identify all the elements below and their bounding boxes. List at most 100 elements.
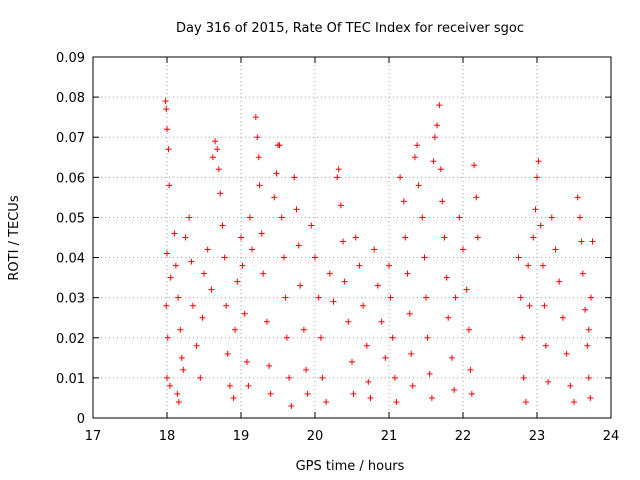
data-point — [340, 238, 347, 245]
data-point — [517, 294, 524, 301]
y-tick-label: 0.01 — [56, 372, 85, 387]
data-point — [585, 326, 592, 333]
data-point — [166, 182, 173, 189]
data-point — [345, 318, 352, 325]
data-point — [465, 326, 472, 333]
data-point — [552, 246, 559, 253]
data-point — [267, 390, 274, 397]
data-point — [391, 374, 398, 381]
data-point — [304, 390, 311, 397]
data-point — [423, 294, 429, 301]
data-point — [545, 378, 552, 385]
data-point — [589, 238, 596, 245]
data-point — [163, 106, 170, 113]
plot-frame — [92, 56, 612, 419]
data-point — [209, 154, 216, 161]
data-point — [579, 270, 586, 277]
data-point — [278, 214, 285, 221]
data-point — [363, 342, 370, 349]
data-point — [525, 262, 532, 269]
data-point — [431, 134, 438, 141]
x-tick-label: 17 — [85, 429, 102, 444]
data-point — [463, 286, 470, 293]
data-point — [400, 198, 407, 205]
data-point — [315, 294, 322, 301]
data-point — [189, 302, 196, 309]
data-point — [556, 278, 563, 285]
data-point — [177, 326, 184, 333]
data-point — [226, 382, 233, 389]
data-point — [467, 366, 474, 373]
data-point — [460, 246, 466, 253]
data-point — [291, 174, 298, 181]
y-tick-label: 0.08 — [56, 91, 85, 106]
x-tick-label: 24 — [603, 429, 620, 444]
data-point — [387, 294, 394, 301]
y-tick-label: 0.07 — [56, 131, 85, 146]
data-point — [182, 234, 189, 241]
data-point — [276, 142, 283, 149]
y-axis-label: ROTI / TECUs — [7, 195, 22, 280]
data-point — [335, 166, 342, 173]
grid-lines — [93, 57, 611, 418]
data-point — [223, 302, 230, 309]
data-point — [349, 358, 355, 365]
data-point — [317, 334, 324, 341]
data-point — [300, 326, 307, 333]
data-point — [574, 194, 581, 201]
x-axis-label: GPS time / hours — [296, 459, 405, 474]
data-point — [178, 354, 185, 361]
data-point — [582, 306, 589, 313]
data-point — [166, 382, 173, 389]
data-point — [172, 262, 179, 269]
data-point — [414, 142, 421, 149]
data-point — [254, 134, 261, 141]
data-point — [534, 174, 540, 181]
data-point — [365, 378, 372, 385]
data-point — [243, 358, 250, 365]
data-point — [378, 318, 385, 325]
axis-ticks: 0 0.01 0.02 0.03 0.04 0.05 0.06 0.07 0.08 0.09 17 1… — [56, 51, 619, 444]
data-point — [452, 294, 459, 301]
data-point — [350, 390, 357, 397]
data-point — [382, 354, 389, 361]
data-point — [241, 310, 248, 317]
data-point — [421, 254, 428, 261]
data-point — [559, 314, 566, 321]
data-point — [520, 374, 527, 381]
data-point — [434, 122, 441, 129]
data-point — [256, 182, 263, 189]
data-point — [430, 158, 437, 165]
data-point — [456, 214, 463, 221]
data-point — [352, 234, 359, 241]
data-point — [367, 394, 374, 401]
data-point — [537, 222, 544, 229]
data-point — [563, 350, 570, 357]
data-point — [164, 126, 170, 133]
data-point — [439, 198, 446, 205]
data-point — [297, 282, 304, 289]
data-point — [249, 246, 256, 253]
data-point — [232, 326, 239, 333]
data-point — [208, 286, 215, 293]
data-point — [426, 370, 433, 377]
data-point — [402, 234, 409, 241]
data-point — [330, 298, 337, 305]
data-point — [474, 234, 481, 241]
data-point — [530, 234, 537, 241]
chart-title: Day 316 of 2015, Rate Of TEC Index for r… — [176, 21, 524, 36]
data-point — [217, 190, 224, 197]
data-point — [199, 314, 206, 321]
data-point — [448, 354, 455, 361]
data-point — [219, 222, 226, 229]
data-point — [180, 366, 187, 373]
data-point — [515, 254, 522, 261]
data-point — [238, 234, 244, 241]
data-point — [535, 158, 542, 165]
data-point — [271, 194, 278, 201]
data-point — [295, 242, 302, 249]
data-point — [451, 386, 458, 393]
data-point — [263, 318, 270, 325]
data-point — [239, 262, 246, 269]
data-point — [319, 374, 326, 381]
